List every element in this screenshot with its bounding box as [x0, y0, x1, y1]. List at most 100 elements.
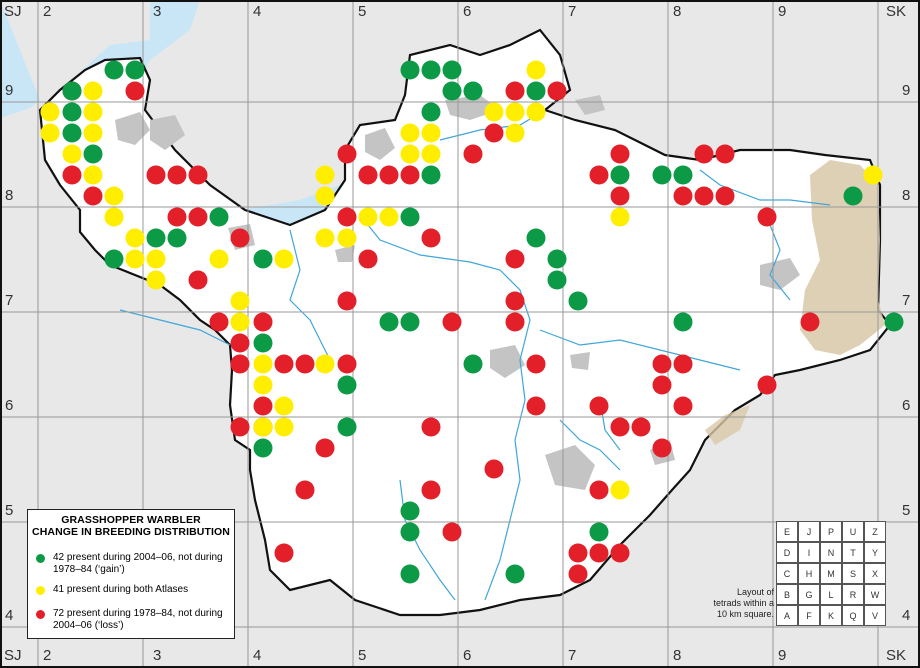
tetrad-dot-gain — [209, 207, 229, 227]
x-label-bottom: 8 — [673, 647, 682, 664]
tetrad-key-cell: G — [798, 584, 820, 605]
tetrad-dot-loss — [442, 522, 462, 542]
tetrad-key-cell: P — [820, 521, 842, 542]
tetrad-dot-both — [253, 375, 273, 395]
x-label-top: 9 — [778, 3, 787, 20]
tetrad-key-cell: B — [776, 584, 798, 605]
tetrad-dot-both — [274, 417, 294, 437]
tetrad-dot-loss — [463, 144, 483, 164]
tetrad-dot-loss — [568, 543, 588, 563]
tetrad-dot-loss — [358, 165, 378, 185]
tetrad-key-cell: V — [864, 605, 886, 626]
tetrad-dot-both — [315, 165, 335, 185]
tetrad-dot-loss — [125, 81, 145, 101]
tetrad-dot-loss — [358, 249, 378, 269]
tetrad-dot-loss — [337, 207, 357, 227]
tetrad-dot-loss — [800, 312, 820, 332]
tetrad-dot-gain — [62, 102, 82, 122]
tetrad-dot-loss — [167, 165, 187, 185]
tetrad-dot-loss — [337, 354, 357, 374]
tetrad-dot-loss — [589, 543, 609, 563]
tetrad-dot-loss — [295, 480, 315, 500]
tetrad-dot-both — [379, 207, 399, 227]
y-label-left: 5 — [5, 502, 14, 519]
tetrad-dot-both — [83, 123, 103, 143]
corner-label-bottom-right: SK — [886, 647, 907, 664]
tetrad-dot-loss — [188, 165, 208, 185]
tetrad-dot-gain — [400, 501, 420, 521]
tetrad-key-cell: X — [864, 563, 886, 584]
y-label-left: 7 — [5, 292, 14, 309]
tetrad-dot-both — [146, 249, 166, 269]
tetrad-dot-gain — [253, 438, 273, 458]
tetrad-key-cell: W — [864, 584, 886, 605]
tetrad-dot-loss — [253, 396, 273, 416]
y-label-right: 9 — [902, 82, 911, 99]
tetrad-dot-both — [83, 165, 103, 185]
legend-title: GRASSHOPPER WARBLER CHANGE IN BREEDING D… — [28, 510, 234, 538]
tetrad-dot-loss — [757, 207, 777, 227]
tetrad-dot-both — [40, 102, 60, 122]
tetrad-dot-loss — [274, 543, 294, 563]
tetrad-dot-both — [505, 102, 525, 122]
tetrad-dot-both — [421, 144, 441, 164]
x-label-bottom: 4 — [253, 647, 262, 664]
tetrad-dot-gain — [62, 81, 82, 101]
tetrad-dot-gain — [400, 60, 420, 80]
tetrad-dot-loss — [505, 291, 525, 311]
tetrad-dot-loss — [526, 396, 546, 416]
tetrad-dot-both — [274, 249, 294, 269]
tetrad-dot-both — [526, 102, 546, 122]
tetrad-dot-gain — [146, 228, 166, 248]
tetrad-dot-both — [863, 165, 883, 185]
tetrad-key-cell: N — [820, 542, 842, 563]
x-label-bottom: 7 — [568, 647, 577, 664]
x-label-top: 4 — [253, 3, 262, 20]
y-label-right: 6 — [902, 397, 911, 414]
x-label-top: 6 — [463, 3, 472, 20]
tetrad-dot-gain — [253, 249, 273, 269]
x-label-bottom: 3 — [153, 647, 162, 664]
x-label-bottom: 2 — [43, 647, 52, 664]
gain-dot-swatch — [36, 554, 45, 563]
tetrad-dot-loss — [83, 186, 103, 206]
tetrad-key-cell: Y — [864, 542, 886, 563]
y-label-right: 8 — [902, 187, 911, 204]
tetrad-dot-loss — [188, 270, 208, 290]
tetrad-dot-loss — [337, 291, 357, 311]
tetrad-dot-loss — [337, 144, 357, 164]
tetrad-dot-gain — [673, 165, 693, 185]
tetrad-key-cell: H — [798, 563, 820, 584]
tetrad-key-cell: Z — [864, 521, 886, 542]
tetrad-dot-gain — [400, 312, 420, 332]
tetrad-dot-both — [400, 144, 420, 164]
tetrad-dot-gain — [589, 522, 609, 542]
tetrad-key-cell: L — [820, 584, 842, 605]
tetrad-dot-gain — [547, 249, 567, 269]
tetrad-dot-loss — [505, 81, 525, 101]
tetrad-dot-gain — [505, 564, 525, 584]
tetrad-dot-gain — [125, 60, 145, 80]
tetrad-dot-gain — [400, 207, 420, 227]
tetrad-dot-loss — [442, 312, 462, 332]
tetrad-dot-loss — [62, 165, 82, 185]
rivers — [119, 109, 831, 601]
tetrad-dot-gain — [83, 144, 103, 164]
tetrad-key-caption-line-3: 10 km square. — [716, 609, 774, 619]
tetrad-dot-loss — [484, 459, 504, 479]
tetrad-key-cell: C — [776, 563, 798, 584]
y-label-left: 9 — [5, 82, 14, 99]
tetrad-dot-gain — [337, 375, 357, 395]
legend-item-both: 41 present during both Atlases — [36, 584, 232, 596]
tetrad-dot-both — [125, 249, 145, 269]
tetrad-dot-both — [83, 81, 103, 101]
tetrad-dot-loss — [400, 165, 420, 185]
tetrad-dot-both — [337, 228, 357, 248]
tetrad-dot-both — [526, 60, 546, 80]
tetrad-dot-gain — [884, 312, 904, 332]
tetrad-dot-loss — [610, 543, 630, 563]
upland-area — [800, 160, 885, 355]
legend-label-gain: 42 present during 2004–06, not during 19… — [53, 552, 223, 575]
